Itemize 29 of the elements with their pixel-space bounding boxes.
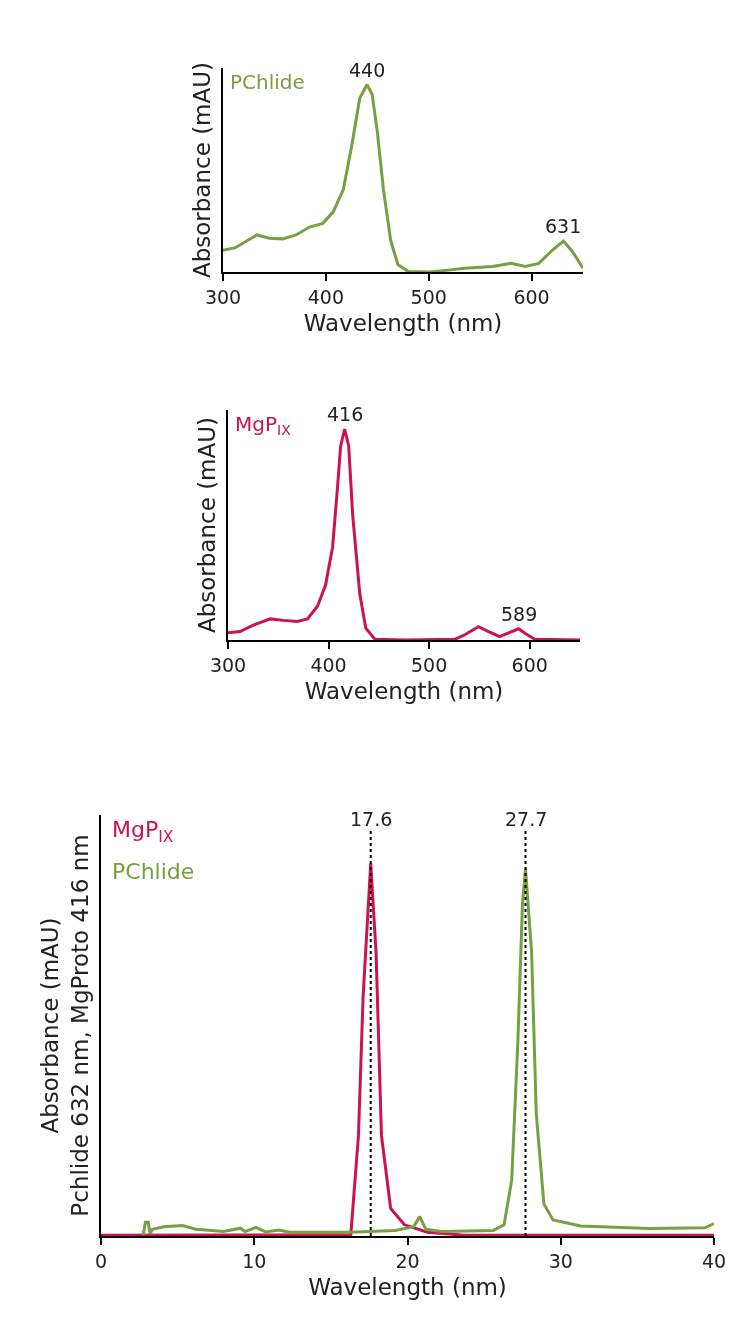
ref-line-label: 27.7 [505,808,548,830]
x-tick-label: 300 [204,285,242,308]
x-axis-title: Wavelength (nm) [308,1273,507,1300]
x-axis-title: Wavelength (nm) [303,309,503,336]
x-tick-label: 20 [395,1249,420,1272]
y-axis-title: Absorbance (mAU) [193,416,220,634]
text: MgP$_{IX}$ [112,817,174,846]
x-tick-label: 400 [307,285,344,308]
y-axis-title: Absorbance (mAU) [188,61,215,279]
x-tick-label: 500 [410,285,447,308]
ref-line-label: 17.6 [350,808,393,830]
x-tick-label: 10 [242,1249,267,1272]
annotation: 440 [349,59,386,81]
annotation: 589 [501,603,538,625]
annotation: 631 [545,215,582,237]
x-tick-label: 600 [511,653,548,676]
x-tick-label: 0 [94,1249,108,1272]
x-tick-label: 40 [701,1249,727,1272]
text: PChlide [230,70,305,94]
x-tick-label: 30 [548,1249,573,1272]
x-axis-title: Wavelength (nm) [304,677,504,704]
annotation: 416 [327,403,364,425]
y-axis-title: Absorbance (mAU) Pchlide 632 nm, MgProto 416 nm [37,834,93,1217]
x-tick-label: 300 [209,653,247,676]
x-tick-label: 400 [310,653,347,676]
x-tick-label: 500 [411,653,448,676]
text: PChlide [112,859,195,884]
x-tick-label: 600 [513,285,550,308]
text: MgP$_{IX}$ [235,412,292,439]
